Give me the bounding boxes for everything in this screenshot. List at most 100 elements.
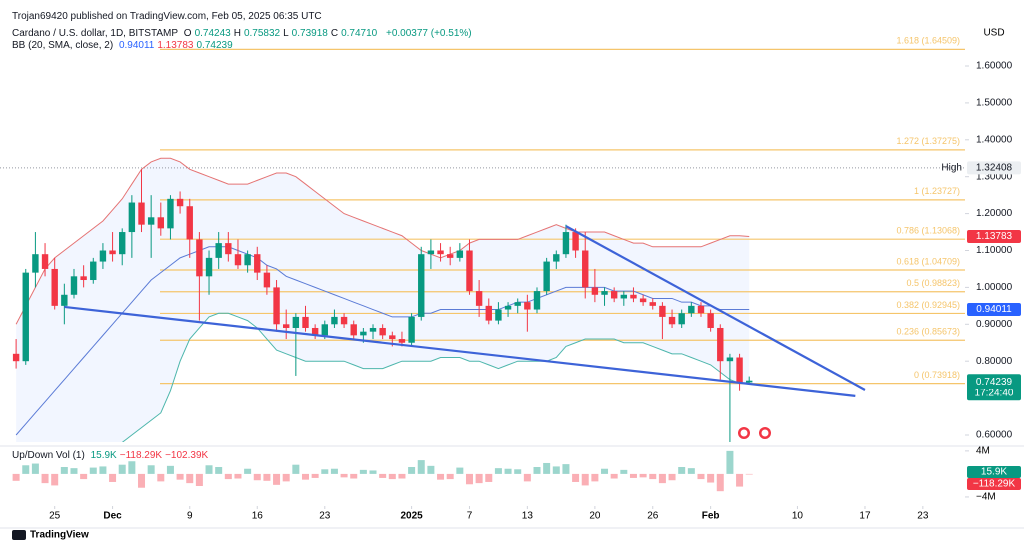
- candle-body: [446, 254, 454, 258]
- candle-body: [485, 305, 492, 321]
- candle-body: [591, 287, 599, 295]
- volume-bar: [70, 468, 78, 474]
- volume-bar: [572, 473, 580, 482]
- volume-bar: [591, 473, 599, 482]
- fib-label: 0.5 (0.98823): [906, 278, 960, 288]
- y-tick-label: 1.10000: [976, 245, 1013, 256]
- volume-bar: [224, 473, 232, 480]
- price-tag: [967, 302, 1021, 316]
- volume-bar: [533, 467, 541, 474]
- bb-value: 0.94011: [118, 40, 155, 51]
- bb-basis: [15, 246, 750, 436]
- symbol-legend: Cardano / U.S. dollar, 1D, BITSTAMP O 0.7…: [12, 28, 475, 39]
- volume-bar: [649, 473, 657, 480]
- x-tick-label: 17: [859, 511, 871, 522]
- candle-body: [524, 302, 531, 310]
- volume-bar: [494, 468, 502, 474]
- volume-bar: [736, 473, 744, 487]
- volume-bar: [195, 473, 203, 486]
- volume-bar: [263, 473, 271, 481]
- candle-body: [746, 380, 753, 383]
- volume-bar: [369, 470, 377, 474]
- volume-tick-label: 4M: [976, 446, 990, 457]
- volume-bar: [504, 468, 512, 474]
- volume-bar: [176, 473, 184, 480]
- volume-bar: [138, 473, 146, 488]
- volume-bar: [379, 473, 387, 478]
- volume-bar: [31, 463, 39, 474]
- candle-body: [138, 202, 145, 225]
- candle-body: [51, 268, 58, 306]
- candle-body: [630, 294, 637, 299]
- y-tick-label: 0.80000: [976, 356, 1013, 367]
- fib-label: 0.786 (1.13068): [896, 226, 960, 236]
- volume-bar: [427, 465, 435, 474]
- volume-bar: [456, 467, 464, 474]
- x-tick-label: Dec: [103, 511, 122, 522]
- price-tag-label: 0.74239: [976, 377, 1013, 388]
- candle-body: [302, 316, 309, 328]
- volume-bar: [273, 473, 281, 485]
- volume-bar: [523, 473, 531, 482]
- candle-body: [41, 254, 49, 269]
- bb-value: 1.13783: [157, 40, 194, 51]
- x-tick-label: 25: [49, 511, 61, 522]
- volume-bar: [41, 473, 49, 484]
- candle-body: [427, 250, 435, 255]
- x-tick-label: 2025: [400, 511, 423, 522]
- y-tick-label: 1.40000: [976, 134, 1013, 145]
- volume-bar: [186, 473, 194, 484]
- price-tag-title: High: [941, 162, 962, 173]
- candle-body: [514, 302, 521, 306]
- candle-body: [437, 250, 444, 255]
- candle-body: [99, 250, 107, 262]
- volume-bar: [562, 464, 570, 474]
- volume-bar: [398, 473, 406, 479]
- volume-bar: [51, 473, 59, 486]
- volume-bar: [244, 468, 252, 474]
- volume-bar: [147, 465, 155, 474]
- candle-body: [90, 261, 97, 281]
- candle-body: [147, 217, 155, 225]
- price-tag: [967, 230, 1021, 244]
- volume-bar: [80, 473, 88, 480]
- volume-bar: [340, 473, 348, 478]
- candle-body: [244, 254, 251, 266]
- ohlc-value: 0.74710: [341, 28, 378, 39]
- candle-body: [311, 327, 319, 336]
- candle-body: [678, 313, 685, 325]
- volume-bar: [215, 467, 223, 474]
- y-tick-label: 1.50000: [976, 98, 1013, 109]
- candle-body: [263, 272, 271, 288]
- volume-value: 15.9K: [90, 450, 117, 461]
- volume-bar: [687, 468, 695, 474]
- candle-body: [533, 291, 541, 310]
- volume-bar: [726, 450, 734, 474]
- candle-body: [109, 250, 116, 255]
- bb-title: BB (20, SMA, close, 2): [12, 40, 114, 51]
- fib-label: 1.618 (1.64509): [896, 36, 960, 46]
- volume-bar: [99, 466, 107, 474]
- volume-bar: [707, 473, 715, 483]
- volume-bar: [234, 473, 242, 479]
- volume-bar: [12, 473, 20, 481]
- bb-upper: [15, 157, 750, 325]
- candle-body: [379, 327, 386, 336]
- candle-body: [350, 324, 357, 336]
- candle-body: [12, 353, 20, 362]
- y-tick-label: 1.00000: [976, 282, 1013, 293]
- ohlc-key: L: [283, 28, 289, 39]
- price-pane: 1.618 (1.64509) 1.272 (1.37275) 1 (1.23727…: [0, 36, 965, 442]
- volume-bar: [253, 473, 261, 481]
- volume-bar: [205, 465, 213, 474]
- price-tag-label: 0.94011: [976, 304, 1012, 315]
- price-tag-label: 1.32408: [976, 162, 1013, 173]
- volume-bar: [408, 467, 416, 474]
- y-tick-label: 0.60000: [976, 430, 1013, 441]
- candle-body: [659, 305, 666, 317]
- volume-bar: [620, 469, 628, 474]
- axes: 1.60000 1.50000 1.40000 1.30000 1.20000 1.100…: [49, 61, 1021, 522]
- volume-bar: [89, 467, 97, 474]
